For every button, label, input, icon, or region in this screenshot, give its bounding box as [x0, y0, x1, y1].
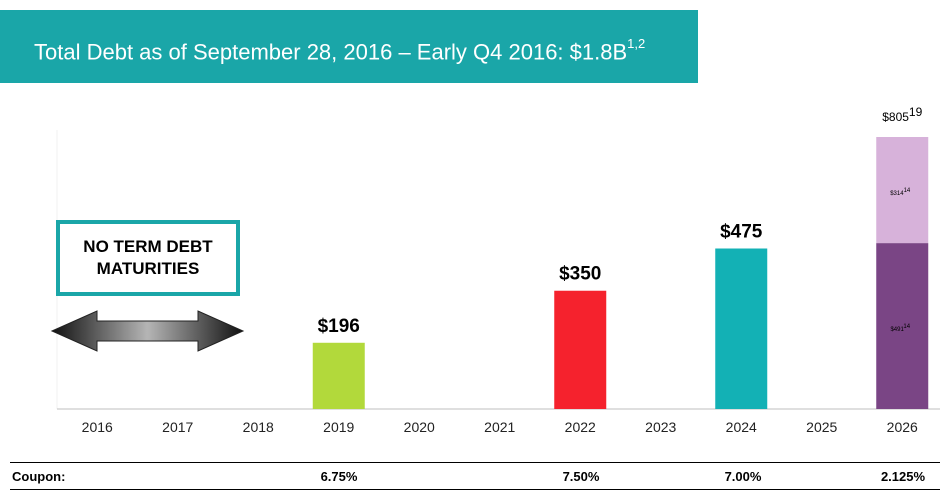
- undefined: $31414: [890, 188, 911, 197]
- x-tick-label-2022: 2022: [565, 419, 596, 435]
- bar-2026-segment-1: [876, 243, 929, 409]
- bar-2022: [554, 290, 607, 409]
- note-line-2: MATURITIES: [96, 259, 200, 278]
- x-tick-label-2019: 2019: [323, 419, 354, 435]
- coupon-2026: 2.125%: [880, 469, 926, 484]
- x-tick-label-2024: 2024: [726, 419, 757, 435]
- bar-2024: [715, 248, 768, 409]
- no-term-debt-note: NO TERM DEBT MATURITIES: [56, 220, 240, 296]
- x-tick-label-2023: 2023: [645, 419, 676, 435]
- x-tick-label-2021: 2021: [484, 419, 515, 435]
- coupon-label: Coupon:: [12, 469, 66, 484]
- coupon-2019: 6.75%: [320, 469, 358, 484]
- title-footnote: 1,2: [627, 36, 646, 51]
- x-tick-label-2017: 2017: [162, 419, 193, 435]
- x-tick-label-2026: 2026: [887, 419, 918, 435]
- x-tick-label-2020: 2020: [404, 419, 435, 435]
- coupon-row: Coupon: 6.75% 7.50% 7.00% 2.125%: [10, 462, 940, 490]
- x-tick-label-2016: 2016: [82, 419, 113, 435]
- undefined: $49114: [890, 324, 910, 333]
- data-label-2024: $475: [720, 222, 763, 243]
- data-label-2022: $350: [559, 264, 601, 285]
- chart-title: Total Debt as of September 28, 2016 – Ea…: [34, 39, 628, 65]
- chart-title-banner: Total Debt as of September 28, 2016 – Ea…: [0, 10, 698, 83]
- debt-maturity-chart: 2016 2017 2018 2019 2020 2021 2022 2023 2024 2025…: [50, 105, 940, 435]
- data-label-2019: $196: [318, 316, 360, 337]
- note-line-1: NO TERM DEBT: [83, 237, 213, 256]
- undefined: $80519: [882, 105, 922, 124]
- coupon-2024: 7.00%: [724, 469, 762, 484]
- x-tick-label-2025: 2025: [806, 419, 837, 435]
- x-tick-label-2018: 2018: [243, 419, 274, 435]
- bar-2026-segment-2: [876, 137, 929, 244]
- coupon-2022: 7.50%: [562, 469, 600, 484]
- double-arrow-icon: [50, 310, 245, 352]
- bar-2019: [312, 342, 365, 409]
